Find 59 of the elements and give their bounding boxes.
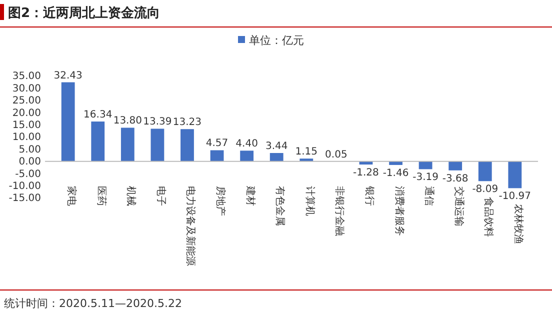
text: 4.57 <box>206 138 228 150</box>
y-tick-label: 10.00 <box>12 132 41 144</box>
text: -1.46 <box>382 168 409 179</box>
x-tick-label: 食品饮料 <box>482 197 495 238</box>
x-tick-label: 电子 <box>154 186 167 206</box>
text: 13.23 <box>172 117 202 128</box>
text: 16.34 <box>84 110 112 121</box>
text: 32.43 <box>54 70 82 82</box>
y-tick-label: 5.00 <box>18 144 41 156</box>
bar <box>300 158 314 162</box>
x-tick-label: 有色金属 <box>274 186 286 226</box>
text: -10.97 <box>498 191 532 202</box>
x-tick-label: 交通运输 <box>452 186 465 226</box>
text: 统计时间：2020.5.11—2020.5.22 <box>4 297 182 310</box>
text: 4.40 <box>236 138 258 150</box>
text: 13.39 <box>143 116 172 128</box>
bar <box>240 150 254 162</box>
y-tick-label: 30.00 <box>12 83 41 94</box>
x-tick-label: 非银行金融 <box>334 186 346 236</box>
y-tick-label: 15.00 <box>12 120 41 131</box>
bar <box>91 122 105 162</box>
x-tick-label: 通信 <box>423 186 436 206</box>
y-tick-label: -10.00 <box>8 181 41 192</box>
bar <box>150 128 164 162</box>
text: -8.09 <box>472 184 498 196</box>
text: -1.28 <box>353 168 379 179</box>
text: 0.05 <box>325 149 348 160</box>
bar <box>418 161 432 170</box>
x-tick-label: 消费者服务 <box>393 186 406 236</box>
bar <box>61 82 75 162</box>
bar <box>270 153 284 162</box>
text: -3.19 <box>412 172 438 184</box>
x-tick-label: 银行 <box>363 185 374 206</box>
bar <box>210 150 224 162</box>
bar <box>508 161 522 188</box>
y-tick-label: 25.00 <box>12 96 41 107</box>
bar <box>448 161 462 170</box>
bar <box>180 129 194 162</box>
text: -3.68 <box>442 173 468 184</box>
x-tick-label: 机械 <box>125 186 138 206</box>
text: 3.44 <box>265 141 288 152</box>
bar <box>120 128 134 162</box>
y-tick-label: -5.00 <box>15 168 41 180</box>
chart-title: 图2：近两周北上资金流向 <box>8 5 160 21</box>
text: 13.80 <box>113 116 142 127</box>
x-tick-label: 计算机 <box>304 186 316 216</box>
text: 1.15 <box>295 146 318 158</box>
x-tick-label: 医药 <box>95 186 108 206</box>
bar <box>478 161 492 182</box>
y-tick-label: 20.00 <box>12 108 41 119</box>
x-tick-label: 电力设备及新能源 <box>184 186 197 266</box>
x-tick-label: 房地产 <box>214 186 227 216</box>
x-tick-label: 建材 <box>244 185 256 206</box>
x-tick-label: 农林牧渔 <box>512 204 524 244</box>
y-tick-label: 35.00 <box>12 71 41 82</box>
x-tick-label: 家电 <box>66 186 78 206</box>
y-tick-label: -15.00 <box>8 193 41 204</box>
y-tick-label: 0.00 <box>18 156 41 168</box>
legend-label: 单位：亿元 <box>249 34 304 47</box>
